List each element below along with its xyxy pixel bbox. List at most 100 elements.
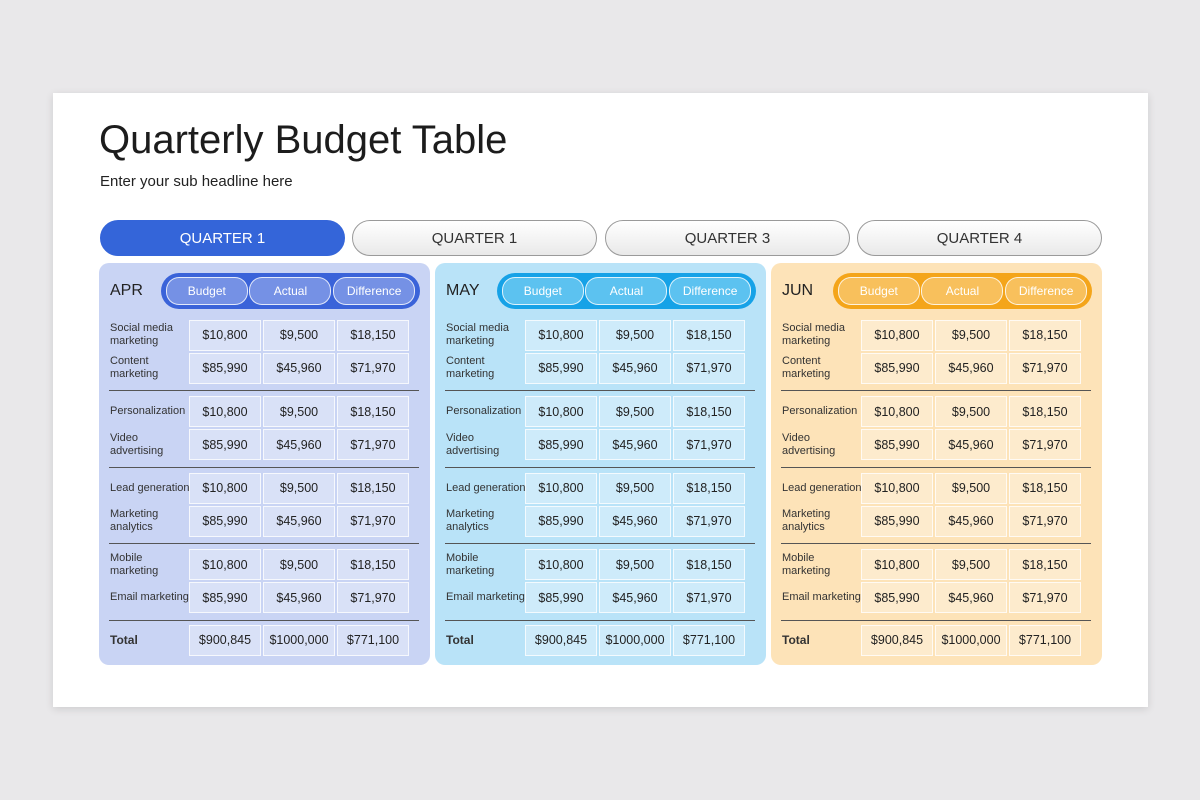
value-cell: $9,500: [263, 396, 335, 427]
value-cell: $10,800: [189, 319, 261, 351]
separator: [445, 466, 755, 468]
value-cell: $71,970: [337, 505, 409, 537]
quarter-tab[interactable]: QUARTER 1: [100, 220, 345, 256]
quarter-tab[interactable]: QUARTER 3: [605, 220, 850, 256]
separator: [109, 390, 419, 391]
value-cell: $85,990: [525, 582, 597, 613]
value-cell: $85,990: [189, 352, 261, 384]
value-cell: $71,970: [337, 352, 409, 384]
value-cell: $10,800: [189, 472, 261, 504]
subtitle: Enter your sub headline here: [100, 173, 293, 190]
month-label: APR: [110, 282, 143, 299]
value-cell: $18,150: [337, 396, 409, 427]
separator: [781, 466, 1091, 468]
column-button[interactable]: Difference: [669, 277, 752, 305]
row-label: Social media marketing: [110, 322, 173, 347]
row-label: Social media marketing: [446, 322, 509, 347]
value-cell: $10,800: [525, 549, 597, 580]
value-cell: $9,500: [935, 396, 1007, 427]
value-cell: $71,970: [1009, 505, 1081, 537]
row-label: Social media marketing: [782, 322, 845, 347]
column-button[interactable]: Difference: [333, 277, 416, 305]
month-panel: JUN Budget Actual Difference Social media ma…: [771, 263, 1102, 665]
row-label: Personalization: [446, 405, 522, 417]
row-label: Email marketing: [782, 591, 861, 603]
value-cell: $71,970: [673, 582, 745, 613]
value-cell: $9,500: [263, 319, 335, 351]
value-cell: $900,845: [189, 624, 261, 656]
value-cell: $85,990: [525, 429, 597, 460]
value-cell: $18,150: [1009, 396, 1081, 427]
column-button[interactable]: Actual: [585, 277, 668, 305]
value-cell: $9,500: [263, 549, 335, 580]
value-cell: $45,960: [599, 352, 671, 384]
value-cell: $45,960: [935, 582, 1007, 613]
value-cell: $18,150: [337, 472, 409, 504]
value-cell: $45,960: [599, 429, 671, 460]
value-cell: $45,960: [935, 352, 1007, 384]
row-label: Lead generation: [446, 481, 526, 494]
value-cell: $71,970: [673, 352, 745, 384]
value-cell: $10,800: [525, 319, 597, 351]
row-label: Total: [110, 632, 138, 647]
value-cell: $45,960: [263, 582, 335, 613]
value-cell: $85,990: [189, 505, 261, 537]
value-cell: $10,800: [525, 396, 597, 427]
value-cell: $85,990: [525, 505, 597, 537]
separator: [445, 390, 755, 391]
value-cell: $45,960: [263, 352, 335, 384]
separator: [445, 619, 755, 621]
row-label: Video advertising: [446, 431, 500, 457]
value-cell: $71,970: [337, 429, 409, 460]
row-label: Total: [446, 632, 474, 647]
row-label: Content marketing: [782, 355, 831, 380]
column-header: Budget Actual Difference: [833, 273, 1092, 309]
value-cell: $45,960: [935, 505, 1007, 537]
column-button[interactable]: Actual: [921, 277, 1004, 305]
column-button[interactable]: Actual: [249, 277, 332, 305]
row-label: Total: [782, 632, 810, 647]
column-button[interactable]: Budget: [501, 277, 584, 305]
quarter-tab[interactable]: QUARTER 4: [857, 220, 1102, 256]
row-label: Lead generation: [110, 481, 190, 494]
value-cell: $45,960: [599, 505, 671, 537]
separator: [109, 619, 419, 621]
value-cell: $771,100: [1009, 624, 1081, 656]
value-cell: $85,990: [861, 429, 933, 460]
value-cell: $45,960: [599, 582, 671, 613]
value-cell: $18,150: [673, 472, 745, 504]
title: Quarterly Budget Table: [99, 118, 508, 162]
column-button[interactable]: Difference: [1005, 277, 1088, 305]
value-cell: $45,960: [935, 429, 1007, 460]
value-cell: $71,970: [1009, 352, 1081, 384]
column-button[interactable]: Budget: [837, 277, 920, 305]
separator: [781, 619, 1091, 621]
row-label: Mobile marketing: [446, 551, 495, 577]
separator: [781, 390, 1091, 391]
value-cell: $9,500: [935, 549, 1007, 580]
value-cell: $9,500: [935, 472, 1007, 504]
separator: [445, 543, 755, 544]
month-label: JUN: [782, 282, 814, 299]
value-cell: $10,800: [525, 472, 597, 504]
value-cell: $10,800: [189, 549, 261, 580]
row-label: Personalization: [110, 405, 186, 417]
value-cell: $9,500: [599, 549, 671, 580]
separator: [109, 543, 419, 544]
row-label: Video advertising: [110, 431, 164, 457]
value-cell: $771,100: [337, 624, 409, 656]
value-cell: $85,990: [861, 352, 933, 384]
value-cell: $71,970: [337, 582, 409, 613]
value-cell: $900,845: [861, 624, 933, 656]
row-label: Content marketing: [110, 355, 159, 380]
row-label: Email marketing: [110, 591, 189, 603]
row-label: Email marketing: [446, 591, 525, 603]
value-cell: $9,500: [599, 472, 671, 504]
quarter-tab[interactable]: QUARTER 1: [352, 220, 597, 256]
column-button[interactable]: Budget: [165, 277, 248, 305]
value-cell: $771,100: [673, 624, 745, 656]
value-cell: $18,150: [1009, 549, 1081, 580]
value-cell: $85,990: [861, 582, 933, 613]
value-cell: $18,150: [673, 319, 745, 351]
